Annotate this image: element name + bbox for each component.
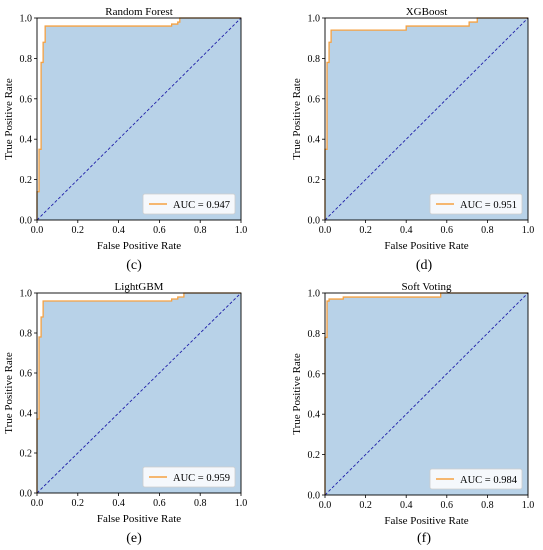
y-tick-label: 0.2 xyxy=(308,175,321,186)
roc-panel-4: 0.0 0.2 0.4 0.6 0.8 1.0 0.0 0.2 0.4 0.6 0.8 1.0 Soft… xyxy=(291,281,534,546)
y-tick-label: 0.0 xyxy=(20,489,33,500)
y-tick-label: 0.6 xyxy=(20,94,33,105)
y-tick-label: 0.8 xyxy=(20,54,33,65)
y-axis-label: True Positive Rate xyxy=(3,78,15,160)
y-tick-label: 0.4 xyxy=(20,135,33,146)
y-tick-label: 0.8 xyxy=(308,329,321,340)
y-axis-label: True Positive Rate xyxy=(291,353,303,435)
x-tick-label: 0.4 xyxy=(400,500,413,511)
legend-label: AUC = 0.959 xyxy=(173,473,230,484)
panel-label: (e) xyxy=(126,531,142,546)
x-tick-label: 0.0 xyxy=(319,225,332,236)
y-tick-label: 0.0 xyxy=(308,216,321,227)
panel-label: (d) xyxy=(416,258,433,273)
x-tick-label: 0.0 xyxy=(31,498,44,509)
y-tick-label: 0.6 xyxy=(308,94,321,105)
chance-line xyxy=(324,17,529,221)
roc-curve xyxy=(36,292,241,493)
x-tick-label: 0.0 xyxy=(31,225,44,236)
x-tick-label: 0.6 xyxy=(441,500,454,511)
y-tick-label: 0.6 xyxy=(308,369,321,380)
y-axis-label: True Positive Rate xyxy=(291,78,303,160)
roc-curve xyxy=(36,17,241,220)
x-axis-label: False Positive Rate xyxy=(97,240,181,252)
axes-frame xyxy=(324,17,529,221)
roc-panel-1: 0.0 0.2 0.4 0.6 0.8 1.0 0.0 0.2 0.4 0.6 0.8 1.0 Rand… xyxy=(3,6,247,273)
x-tick-label: 0.2 xyxy=(359,225,372,236)
x-tick-label: 0.2 xyxy=(72,225,85,236)
x-axis-label: False Positive Rate xyxy=(97,513,181,525)
x-tick-label: 1.0 xyxy=(522,500,535,511)
y-tick-label: 0.2 xyxy=(308,450,321,461)
y-tick-label: 0.0 xyxy=(308,491,321,502)
axes-frame xyxy=(36,292,242,494)
panel-title: LightGBM xyxy=(115,281,164,293)
legend-box xyxy=(142,193,236,215)
y-tick-label: 0.4 xyxy=(308,135,321,146)
chance-line xyxy=(36,17,242,221)
y-tick-label: 0.6 xyxy=(20,369,33,380)
axes-frame xyxy=(324,292,529,496)
roc-curve xyxy=(324,17,528,220)
x-tick-label: 0.8 xyxy=(194,498,207,509)
x-tick-label: 0.8 xyxy=(194,225,207,236)
y-tick-label: 0.4 xyxy=(308,410,321,421)
axes-frame xyxy=(36,17,242,221)
x-tick-label: 0.2 xyxy=(359,500,372,511)
y-axis-label: True Positive Rate xyxy=(3,352,15,434)
x-tick-label: 0.2 xyxy=(72,498,85,509)
y-tick-label: 0.0 xyxy=(20,216,33,227)
x-tick-label: 0.4 xyxy=(400,225,413,236)
legend-label: AUC = 0.947 xyxy=(173,200,230,211)
panel-label: (f) xyxy=(417,531,431,546)
x-tick-label: 0.6 xyxy=(441,225,454,236)
x-tick-label: 0.6 xyxy=(153,498,166,509)
y-tick-label: 0.2 xyxy=(20,175,33,186)
x-tick-label: 0.8 xyxy=(481,500,494,511)
panel-label: (c) xyxy=(126,258,142,273)
y-tick-label: 1.0 xyxy=(308,289,321,300)
roc-curve xyxy=(324,292,528,495)
y-tick-label: 1.0 xyxy=(20,289,33,300)
y-tick-label: 0.8 xyxy=(20,329,33,340)
panel-title: XGBoost xyxy=(406,6,448,18)
x-axis-label: False Positive Rate xyxy=(384,515,468,527)
roc-panel-2: 0.0 0.2 0.4 0.6 0.8 1.0 0.0 0.2 0.4 0.6 0.8 1.0 XGBo… xyxy=(291,6,534,273)
x-tick-label: 0.8 xyxy=(481,225,494,236)
x-tick-label: 1.0 xyxy=(235,225,248,236)
y-tick-label: 0.2 xyxy=(20,449,33,460)
roc-panel-3: 0.0 0.2 0.4 0.6 0.8 1.0 0.0 0.2 0.4 0.6 0.8 1.0 Ligh… xyxy=(3,281,247,546)
x-tick-label: 0.4 xyxy=(112,498,125,509)
x-axis-label: False Positive Rate xyxy=(384,240,468,252)
legend-box xyxy=(429,468,523,490)
legend-box xyxy=(429,193,523,215)
x-tick-label: 0.6 xyxy=(153,225,166,236)
legend-label: AUC = 0.951 xyxy=(460,200,517,211)
y-tick-label: 0.8 xyxy=(308,54,321,65)
y-tick-label: 1.0 xyxy=(308,14,321,25)
y-tick-label: 0.4 xyxy=(20,409,33,420)
panel-title: Soft Voting xyxy=(401,281,452,293)
legend-label: AUC = 0.984 xyxy=(460,475,518,486)
chance-line xyxy=(36,292,242,494)
legend-box xyxy=(142,466,236,488)
y-tick-label: 1.0 xyxy=(20,14,33,25)
panel-title: Random Forest xyxy=(105,6,173,18)
chance-line xyxy=(324,292,529,496)
x-tick-label: 0.4 xyxy=(112,225,125,236)
x-tick-label: 0.0 xyxy=(319,500,332,511)
x-tick-label: 1.0 xyxy=(522,225,535,236)
x-tick-label: 1.0 xyxy=(235,498,248,509)
